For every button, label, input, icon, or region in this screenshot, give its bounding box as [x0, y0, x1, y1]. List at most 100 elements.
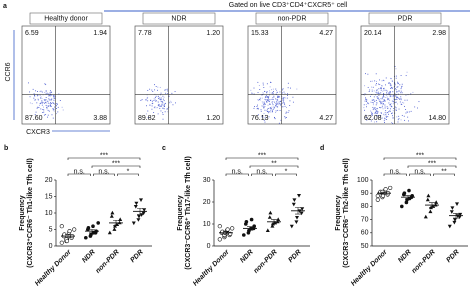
event-dot: [263, 106, 265, 108]
event-dot: [367, 73, 369, 75]
event-dot: [45, 97, 47, 98]
data-point: [242, 233, 246, 237]
event-dot: [263, 87, 265, 88]
event-dot: [373, 96, 375, 98]
event-dot: [399, 98, 401, 100]
event-dot: [383, 99, 385, 100]
event-dot: [370, 120, 372, 122]
event-dot: [275, 98, 277, 100]
event-dot: [418, 101, 420, 103]
event-dot: [375, 99, 377, 101]
event-dot: [279, 101, 281, 102]
event-dot: [42, 112, 44, 113]
quadrant-value: 3.88: [93, 115, 107, 122]
event-dot: [364, 85, 366, 87]
event-dot: [273, 95, 275, 97]
event-dot: [377, 115, 379, 117]
significance-bracket: [91, 165, 141, 168]
event-dot: [396, 98, 397, 100]
event-dot: [375, 104, 377, 106]
event-dot: [368, 103, 370, 105]
event-dot: [267, 104, 269, 106]
event-dot: [268, 101, 270, 103]
event-dot: [281, 92, 283, 94]
event-dot: [283, 91, 285, 93]
event-dot: [53, 99, 55, 101]
event-dot: [34, 95, 36, 97]
event-dot: [394, 84, 396, 86]
event-dot: [406, 99, 408, 101]
event-dot: [390, 96, 392, 97]
event-dot: [44, 100, 46, 101]
event-dot: [391, 87, 393, 89]
event-dot: [286, 97, 288, 99]
event-dot: [385, 110, 387, 112]
y-tick-label: 10: [203, 221, 211, 228]
event-dot: [162, 107, 164, 109]
event-dot: [383, 95, 384, 97]
data-point: [139, 198, 143, 202]
event-dot: [373, 90, 375, 92]
event-dot: [45, 100, 47, 102]
event-dot: [380, 115, 381, 117]
quadrant-value: 14.80: [428, 115, 446, 122]
event-dot: [390, 103, 392, 105]
event-dot: [390, 85, 392, 87]
event-dot: [280, 104, 282, 106]
event-dot: [164, 89, 166, 91]
event-dot: [159, 98, 161, 100]
event-dot: [373, 99, 375, 101]
data-point: [142, 208, 147, 212]
event-dot: [262, 114, 263, 116]
event-dot: [42, 102, 44, 104]
event-dot: [269, 107, 271, 109]
data-point: [217, 237, 222, 242]
event-dot: [260, 99, 262, 101]
quadrant-value: 2.98: [432, 30, 446, 37]
event-dot: [48, 98, 50, 100]
event-dot: [379, 79, 381, 81]
event-dot: [281, 106, 283, 108]
event-dot: [160, 97, 162, 99]
data-point: [388, 185, 393, 191]
event-dot: [276, 98, 278, 100]
event-dot: [400, 119, 402, 121]
event-dot: [410, 110, 412, 112]
event-dot: [33, 97, 35, 99]
event-dot: [269, 111, 271, 113]
event-dot: [276, 102, 278, 104]
event-dot: [396, 116, 398, 118]
event-dot: [264, 105, 266, 107]
event-dot: [162, 95, 164, 97]
significance-label: n.s.: [256, 168, 267, 175]
event-dot: [275, 105, 277, 107]
event-dot: [168, 95, 170, 97]
event-dot: [43, 106, 44, 108]
event-dot: [401, 83, 403, 85]
event-dot: [407, 112, 408, 114]
significance-label: *: [285, 168, 288, 175]
quadrant-value: 7.78: [138, 30, 152, 37]
event-dot: [39, 94, 41, 96]
event-dot: [27, 82, 29, 84]
error-bar: [405, 195, 411, 200]
significance-bracket: [433, 173, 455, 176]
event-dot: [387, 108, 389, 109]
data-point: [428, 209, 433, 214]
event-dot: [159, 97, 161, 98]
event-dot: [41, 105, 43, 106]
event-dot: [272, 97, 274, 99]
plot-frame: [360, 25, 450, 125]
event-dot: [62, 109, 64, 111]
data-point: [64, 238, 70, 244]
data-point: [375, 197, 380, 202]
event-dot: [397, 119, 399, 121]
event-dot: [53, 96, 55, 98]
event-dot: [392, 97, 394, 99]
event-dot: [392, 117, 394, 119]
event-dot: [380, 103, 382, 105]
event-dot: [290, 87, 291, 89]
data-point: [131, 221, 136, 226]
data-point: [450, 206, 455, 210]
data-point: [423, 214, 428, 219]
